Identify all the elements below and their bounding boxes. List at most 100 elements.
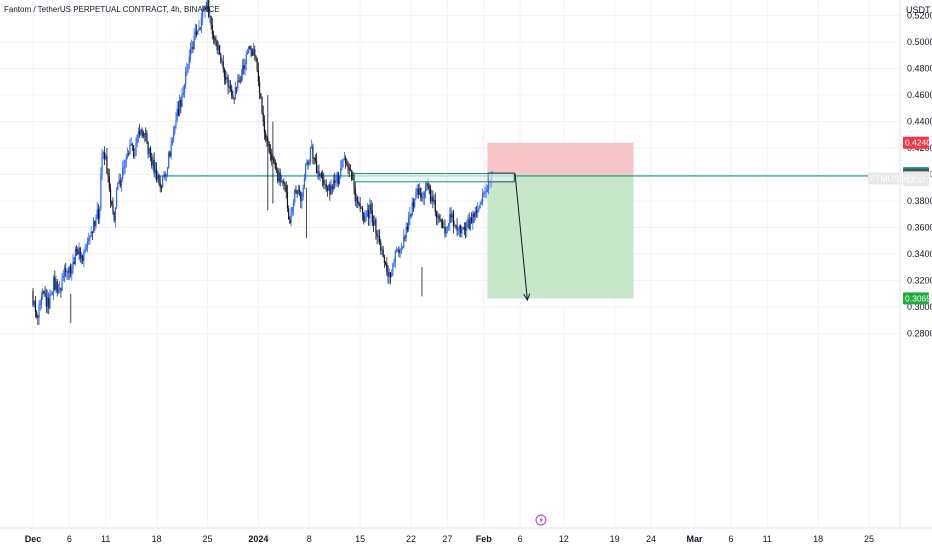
candle-body xyxy=(136,134,138,144)
candle-body xyxy=(125,156,127,160)
candle-body xyxy=(233,98,235,100)
candle-body xyxy=(254,49,256,56)
x-tick-label: 12 xyxy=(559,534,569,544)
candle-body xyxy=(428,185,430,189)
candle-body xyxy=(38,304,40,318)
candle-body xyxy=(89,236,91,239)
y-tick-label: 0.4800 xyxy=(907,64,932,74)
candle-body xyxy=(412,202,415,207)
candle-body xyxy=(469,217,472,229)
candle-body xyxy=(105,155,107,160)
candle-body xyxy=(252,49,255,56)
candle-body xyxy=(444,226,446,234)
candle-body xyxy=(420,187,422,198)
candle-body xyxy=(185,71,187,85)
candle-body xyxy=(271,153,273,160)
candle-body xyxy=(417,188,419,195)
y-tick-label: 0.5200 xyxy=(907,11,932,21)
candle-body xyxy=(116,190,118,208)
candle-body xyxy=(118,180,120,183)
candle-body xyxy=(202,8,204,18)
candle-body xyxy=(370,204,372,211)
candle-body xyxy=(151,157,153,166)
candle-body xyxy=(456,226,458,231)
candle-body xyxy=(103,152,106,160)
candle-body xyxy=(52,277,55,293)
projection-line[interactable] xyxy=(514,173,528,301)
projection-arrow[interactable] xyxy=(514,173,531,302)
take-profit-zone[interactable] xyxy=(487,174,634,299)
countdown-tag: 02:47:25 xyxy=(905,175,932,185)
candle-body xyxy=(284,183,286,186)
y-tick-label: 0.4400 xyxy=(907,117,932,127)
candle-body xyxy=(273,158,275,163)
candle-body xyxy=(437,215,439,218)
candle-body xyxy=(188,56,190,65)
candle-body xyxy=(315,160,318,174)
candle-body xyxy=(186,70,188,72)
candle-body xyxy=(102,152,104,155)
candle-body xyxy=(48,297,50,309)
candle-body xyxy=(96,209,98,219)
candle-body xyxy=(132,145,135,157)
time-axis[interactable]: Dec 6 11 18 25 2024 8 15 22 27 Feb 6 12 19 24 Mar 6 11 18 2… xyxy=(25,534,874,544)
candle-body xyxy=(414,199,416,207)
candle-body xyxy=(376,233,378,237)
candle-body xyxy=(189,48,192,57)
candle-body xyxy=(217,45,219,51)
candle-body xyxy=(234,87,236,99)
candle-body xyxy=(262,112,264,122)
candle-body xyxy=(335,182,337,184)
candle-body xyxy=(199,28,201,29)
candle-body xyxy=(372,222,375,226)
supply-zone[interactable] xyxy=(353,172,515,183)
candle-body xyxy=(255,55,257,59)
candle-body xyxy=(225,77,227,80)
candle-body xyxy=(62,275,64,279)
lightning-event-icon[interactable] xyxy=(535,514,547,526)
candle-body xyxy=(483,192,485,195)
entry-marker-box[interactable] xyxy=(487,172,515,183)
candle-body xyxy=(117,182,119,191)
candle-body xyxy=(239,81,241,83)
candle-body xyxy=(227,77,229,88)
candle-body xyxy=(361,208,364,214)
candle-body xyxy=(394,251,396,263)
candle-body xyxy=(400,248,402,250)
candle-body xyxy=(369,204,371,219)
candle-body xyxy=(441,221,444,228)
candle-body xyxy=(169,152,171,157)
x-tick-label: 25 xyxy=(864,534,874,544)
candle-body xyxy=(434,199,436,212)
candle-body xyxy=(454,225,456,227)
candle-body xyxy=(69,266,72,274)
candle-body xyxy=(251,51,253,56)
position-risk-reward[interactable] xyxy=(487,142,634,299)
candle-body xyxy=(215,40,217,42)
candle-body xyxy=(228,85,230,88)
stop-loss-zone[interactable] xyxy=(487,142,634,175)
y-tick-label: 0.4600 xyxy=(907,90,932,100)
candle-body xyxy=(211,24,213,35)
candle-body xyxy=(235,87,238,89)
x-tick-label: 6 xyxy=(67,534,72,544)
candle-body xyxy=(148,147,150,154)
candle-body xyxy=(100,174,102,209)
candle-body xyxy=(155,169,158,180)
candle-body xyxy=(275,168,278,170)
currency-label[interactable]: USDT xyxy=(906,5,931,15)
candle-body xyxy=(114,207,116,221)
price-tags: 0.42400.40100.39970.397802:47:250.3065FT… xyxy=(868,136,932,305)
candle-body xyxy=(266,137,268,141)
candle-body xyxy=(44,293,46,297)
candle-body xyxy=(54,277,56,290)
candle-body xyxy=(152,159,154,166)
candle-body xyxy=(342,159,344,161)
candle-body xyxy=(289,219,291,223)
candle-body xyxy=(78,247,80,255)
candle-body xyxy=(292,202,295,208)
candle-body xyxy=(238,80,240,82)
candle-body xyxy=(471,217,473,223)
supply-zone-box[interactable] xyxy=(353,173,515,183)
